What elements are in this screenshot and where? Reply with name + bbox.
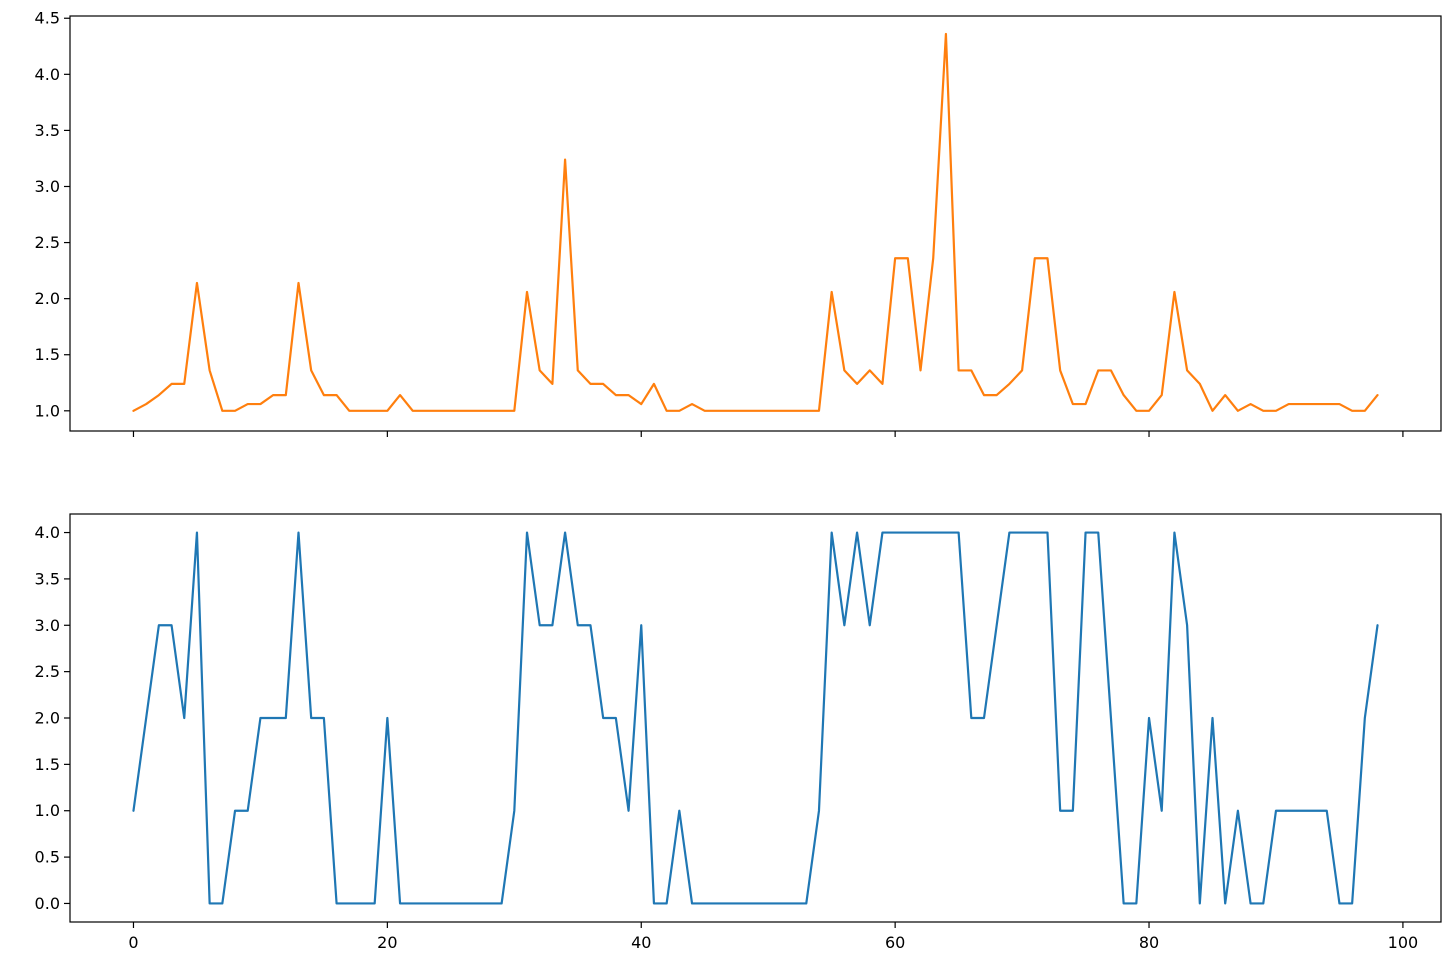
y-tick-label: 3.0	[35, 616, 60, 635]
x-tick-label: 20	[377, 933, 397, 952]
y-tick-label: 3.5	[35, 569, 60, 588]
x-tick-label: 100	[1388, 933, 1419, 952]
y-tick-label: 4.0	[35, 65, 60, 84]
x-tick-label: 40	[631, 933, 651, 952]
y-tick-label: 2.5	[35, 233, 60, 252]
x-tick-label: 80	[1139, 933, 1159, 952]
y-tick-label: 0.0	[35, 894, 60, 913]
series-line-0	[132, 32, 1379, 412]
top-subplot: 1.0 1.5 2.0 2.5 3.0 3.5 4.0 4.5	[35, 9, 1442, 437]
y-tick-label: 0.5	[35, 848, 60, 867]
y-tick-label: 3.5	[35, 121, 60, 140]
y-tick-label: 1.5	[35, 755, 60, 774]
y-tick-label: 3.0	[35, 177, 60, 196]
y-tick-label: 2.5	[35, 662, 60, 681]
axes-frame	[69, 15, 1442, 432]
x-tick-label: 0	[128, 933, 138, 952]
x-tick-label: 60	[885, 933, 905, 952]
y-tick-label: 1.0	[35, 801, 60, 820]
y-tick-label: 1.0	[35, 401, 60, 420]
y-tick-label: 1.5	[35, 345, 60, 364]
y-tick-label: 2.0	[35, 289, 60, 308]
bottom-subplot: 0.0 0.5 1.0 1.5 2.0 2.5 3.0 3.5 4.0 0 20 40 60 80 100	[35, 513, 1442, 952]
y-tick-label: 4.0	[35, 523, 60, 542]
y-tick-label: 2.0	[35, 709, 60, 728]
y-tick-label: 4.5	[35, 9, 60, 28]
series-line-0	[132, 531, 1379, 905]
